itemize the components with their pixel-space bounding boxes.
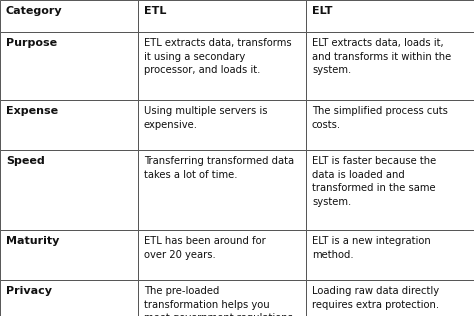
Text: Maturity: Maturity (6, 236, 59, 246)
Text: The simplified process cuts
costs.: The simplified process cuts costs. (312, 106, 448, 130)
Bar (306, 100, 474, 150)
Bar (306, 32, 474, 100)
Text: Transferring transformed data
takes a lot of time.: Transferring transformed data takes a lo… (144, 156, 294, 179)
Bar (306, 0, 474, 32)
Bar (138, 100, 306, 150)
Text: ETL has been around for
over 20 years.: ETL has been around for over 20 years. (144, 236, 266, 260)
Text: Expense: Expense (6, 106, 58, 116)
Text: The pre-loaded
transformation helps you
meet government regulations.: The pre-loaded transformation helps you … (144, 286, 296, 316)
Bar (0, 32, 138, 100)
Text: Using multiple servers is
expensive.: Using multiple servers is expensive. (144, 106, 267, 130)
Bar (138, 0, 306, 32)
Bar (138, 150, 306, 230)
Bar (0, 150, 138, 230)
Bar (306, 230, 474, 280)
Text: Privacy: Privacy (6, 286, 52, 296)
Text: ELT extracts data, loads it,
and transforms it within the
system.: ELT extracts data, loads it, and transfo… (312, 38, 451, 75)
Text: ELT is a new integration
method.: ELT is a new integration method. (312, 236, 431, 260)
Text: Speed: Speed (6, 156, 45, 166)
Bar (306, 150, 474, 230)
Text: Loading raw data directly
requires extra protection.: Loading raw data directly requires extra… (312, 286, 439, 310)
Bar (0, 0, 138, 32)
Text: Purpose: Purpose (6, 38, 57, 48)
Text: Category: Category (6, 6, 63, 16)
Bar (0, 230, 138, 280)
Bar (0, 100, 138, 150)
Bar (138, 32, 306, 100)
Bar (306, 280, 474, 316)
Bar (138, 230, 306, 280)
Text: ETL extracts data, transforms
it using a secondary
processor, and loads it.: ETL extracts data, transforms it using a… (144, 38, 292, 75)
Text: ELT: ELT (312, 6, 332, 16)
Bar (138, 280, 306, 316)
Text: ETL: ETL (144, 6, 166, 16)
Bar (0, 280, 138, 316)
Text: ELT is faster because the
data is loaded and
transformed in the same
system.: ELT is faster because the data is loaded… (312, 156, 436, 207)
